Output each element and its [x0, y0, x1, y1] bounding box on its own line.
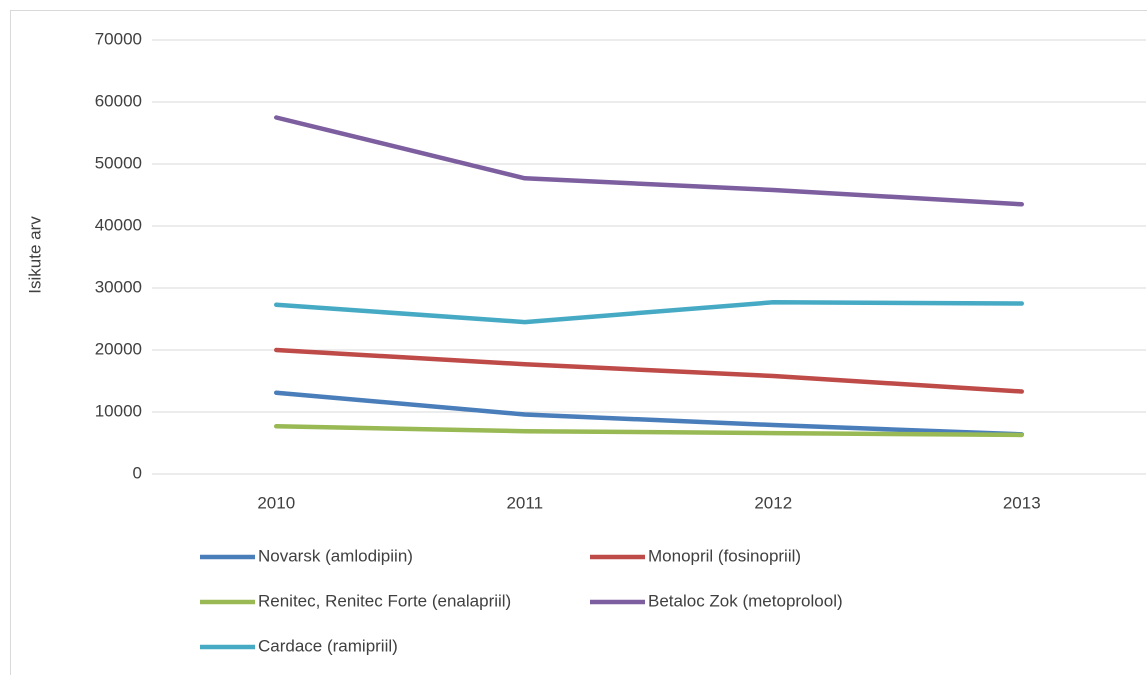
- legend-label: Cardace (ramipriil): [258, 636, 398, 655]
- y-tick-label: 0: [133, 463, 142, 482]
- y-tick-label: 30000: [95, 277, 142, 296]
- y-tick-label: 10000: [95, 401, 142, 420]
- legend-label: Betaloc Zok (metoprolool): [648, 591, 843, 610]
- legend-label: Monopril (fosinopriil): [648, 546, 801, 565]
- series-line: [274, 424, 1024, 438]
- y-tick-label: 50000: [95, 153, 142, 172]
- y-tick-label: 40000: [95, 215, 142, 234]
- x-tick-label: 2010: [257, 493, 295, 512]
- y-tick-label: 20000: [95, 339, 142, 358]
- y-tick-label: 70000: [95, 29, 142, 48]
- series-line: [274, 390, 1024, 437]
- y-tick-label: 60000: [95, 91, 142, 110]
- series-line: [274, 347, 1024, 394]
- legend-label: Renitec, Renitec Forte (enalapriil): [258, 591, 511, 610]
- chart-frame: [10, 10, 1147, 675]
- x-tick-label: 2011: [506, 493, 543, 512]
- x-tick-label: 2013: [1003, 493, 1041, 512]
- x-tick-label: 2012: [754, 493, 792, 512]
- series-line: [274, 115, 1024, 207]
- legend-label: Novarsk (amlodipiin): [258, 546, 413, 565]
- series-line: [274, 300, 1024, 325]
- y-axis-label: Isikute arv: [25, 216, 44, 294]
